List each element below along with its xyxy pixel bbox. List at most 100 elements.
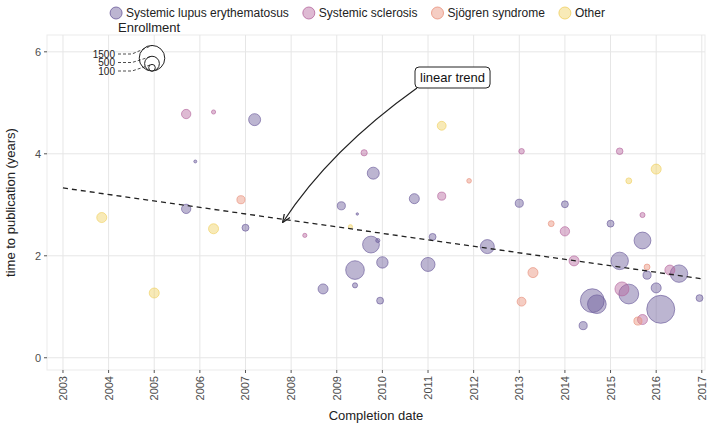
size-legend-title: Enrollment	[118, 20, 181, 35]
x-tick-label: 2015	[605, 376, 617, 400]
plot-frame	[47, 35, 705, 370]
size-legend-line	[118, 56, 152, 62]
x-tick-label: 2017	[696, 376, 708, 400]
bubble	[337, 202, 345, 210]
bubble	[480, 240, 494, 254]
x-grid	[610, 35, 611, 370]
legend-label: Other	[575, 6, 605, 20]
bubble	[377, 257, 388, 268]
x-tick	[199, 370, 200, 373]
bubble	[97, 213, 107, 223]
x-tick-label: 2016	[650, 376, 662, 400]
bubble	[467, 178, 472, 183]
bubble	[560, 227, 569, 236]
x-tick-label: 2007	[239, 376, 251, 400]
bubble	[421, 257, 435, 271]
size-legend-circle	[145, 56, 160, 71]
legend-label: Systemic lupus erythematosus	[126, 6, 289, 20]
y-tick-label: 2	[35, 250, 41, 262]
x-grid	[382, 35, 383, 370]
bubble	[318, 284, 328, 294]
y-tick	[44, 51, 47, 52]
x-grid	[108, 35, 109, 370]
y-tick	[44, 153, 47, 154]
bubble	[647, 295, 675, 323]
bubble	[515, 199, 523, 207]
x-tick-label: 2004	[103, 376, 115, 400]
x-tick	[610, 370, 611, 373]
y-grid	[47, 255, 705, 256]
legend-swatch	[110, 7, 122, 19]
bubble	[643, 271, 651, 279]
bubble	[303, 233, 307, 237]
x-tick	[382, 370, 383, 373]
grid	[47, 35, 705, 370]
bubble	[588, 295, 607, 314]
x-grid	[154, 35, 155, 370]
bubble	[607, 220, 614, 227]
x-tick-label: 2008	[285, 376, 297, 400]
bubble	[528, 268, 538, 278]
x-axis-title: Completion date	[329, 408, 424, 423]
bubble	[182, 109, 191, 118]
bubble	[561, 201, 568, 208]
bubble	[615, 282, 629, 296]
y-grid	[47, 357, 705, 358]
bubble	[438, 192, 446, 200]
bubble	[409, 194, 419, 204]
x-tick	[519, 370, 520, 373]
x-tick	[701, 370, 702, 373]
x-tick	[245, 370, 246, 373]
y-tick-label: 0	[35, 352, 41, 364]
bubble	[249, 114, 261, 126]
size-legend-line	[118, 64, 152, 71]
bubble	[640, 212, 645, 217]
bubble	[209, 224, 219, 234]
x-tick	[473, 370, 474, 373]
bubble	[346, 261, 365, 280]
bubble	[211, 110, 215, 114]
x-tick	[62, 370, 63, 373]
legend: Systemic lupus erythematosusSystemic scl…	[110, 6, 605, 20]
series	[182, 114, 703, 330]
bubble	[376, 238, 380, 242]
bubble	[356, 213, 358, 215]
bubble	[519, 148, 525, 154]
series	[237, 178, 650, 325]
y-tick	[44, 357, 47, 358]
bubble	[579, 322, 587, 330]
annotation-box	[415, 67, 490, 88]
x-tick-label: 2011	[422, 376, 434, 400]
bubble	[626, 178, 632, 184]
legend-label: Sjögren syndrome	[448, 6, 546, 20]
x-tick-label: 2012	[468, 376, 480, 400]
chart: 2003200420052006200720082009201020112012…	[0, 0, 709, 426]
legend-swatch	[432, 7, 444, 19]
y-axis-title: time to publication (years)	[3, 128, 18, 277]
x-grid	[245, 35, 246, 370]
x-tick	[291, 370, 292, 373]
annotation: linear trend	[420, 70, 485, 85]
x-tick	[154, 370, 155, 373]
x-tick	[108, 370, 109, 373]
bubble	[651, 164, 661, 174]
x-tick-label: 2013	[513, 376, 525, 400]
x-tick	[336, 370, 337, 373]
bubble	[377, 297, 384, 304]
x-tick	[564, 370, 565, 373]
plot-area	[63, 109, 703, 329]
y-grid	[47, 153, 705, 154]
x-tick-label: 2005	[148, 376, 160, 400]
bubble	[651, 283, 661, 293]
bubble	[363, 236, 380, 253]
x-grid	[62, 35, 63, 370]
x-grid	[336, 35, 337, 370]
bubble	[429, 233, 436, 240]
bubble	[437, 121, 446, 130]
bubble	[634, 317, 642, 325]
size-legend-label: 1500	[93, 49, 116, 60]
bubble	[149, 288, 159, 298]
bubble	[367, 167, 379, 179]
series	[97, 121, 661, 298]
x-grid	[199, 35, 200, 370]
